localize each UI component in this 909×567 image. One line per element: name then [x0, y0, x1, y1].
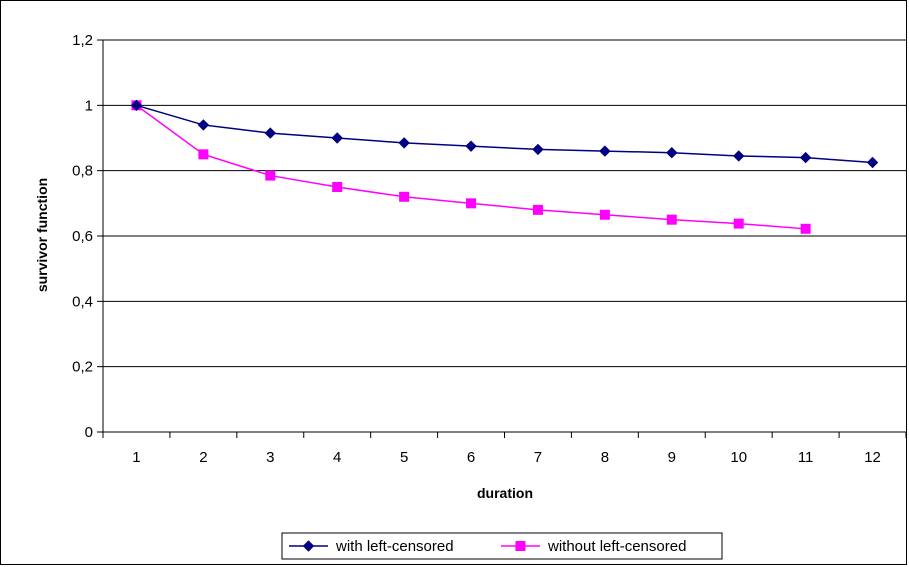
data-point: [733, 150, 745, 162]
series-layer: [130, 99, 879, 234]
legend-marker: [515, 541, 526, 551]
data-point: [800, 223, 811, 234]
data-point: [532, 204, 543, 215]
x-tick-label: 1: [132, 449, 140, 466]
data-point: [399, 191, 410, 202]
x-tick-label: 5: [400, 449, 408, 466]
axis-layer: [97, 39, 907, 438]
series-line: [136, 104, 806, 230]
y-tick-label: 0,4: [72, 293, 93, 310]
x-tick-label: 8: [601, 449, 609, 466]
x-tick-label: 12: [864, 449, 881, 466]
data-point: [466, 198, 477, 209]
y-tick-label: 0: [85, 424, 93, 441]
legend-items: with left-censored without left-censored: [289, 538, 686, 555]
data-point: [198, 149, 209, 160]
data-point: [532, 143, 544, 156]
grid-layer: [103, 39, 906, 368]
data-point: [398, 137, 410, 149]
data-point: [264, 127, 276, 139]
data-point: [332, 182, 343, 192]
legend-marker: [302, 540, 315, 552]
series-0: [130, 99, 879, 169]
y-tick-label: 0,8: [72, 163, 93, 180]
data-point: [599, 209, 610, 220]
x-tick-label: 3: [266, 449, 274, 466]
data-point: [666, 214, 677, 225]
x-tick-label: 11: [798, 449, 814, 466]
legend-label: without left-censored: [547, 538, 686, 555]
x-tick-label: 6: [467, 449, 475, 466]
y-tick-label: 0,6: [72, 228, 93, 245]
legend-label: with left-censored: [335, 538, 454, 555]
x-tick-label: 10: [730, 449, 747, 466]
data-point: [799, 151, 812, 164]
series-line: [136, 104, 873, 164]
data-point: [197, 119, 210, 131]
y-tick-labels: 0 0,2 0,4 0,6 0,8 1 1,2: [72, 32, 93, 441]
data-point: [465, 140, 477, 152]
y-tick-label: 0,2: [72, 359, 93, 376]
x-tick-labels: 1 2 3 4 5 6 7 8 9 10 11 12: [132, 449, 881, 466]
data-point: [130, 99, 143, 112]
y-axis-title: survivor function: [34, 178, 50, 292]
x-tick-label: 9: [668, 449, 676, 466]
data-point: [599, 145, 611, 157]
x-tick-label: 7: [534, 449, 542, 466]
x-tick-label: 4: [333, 449, 341, 466]
data-point: [331, 132, 343, 144]
data-point: [666, 146, 678, 159]
data-point: [866, 156, 879, 169]
legend-item-0: with left-censored: [289, 538, 454, 555]
x-axis-title: duration: [477, 485, 533, 501]
series-1: [131, 100, 811, 234]
legend: with left-censored without left-censored: [281, 532, 723, 560]
legend-item-1: without left-censored: [501, 538, 686, 555]
y-tick-label: 1: [85, 97, 93, 114]
data-point: [733, 218, 744, 229]
y-tick-label: 1,2: [72, 32, 93, 49]
x-tick-label: 2: [199, 449, 207, 466]
data-point: [265, 170, 276, 181]
